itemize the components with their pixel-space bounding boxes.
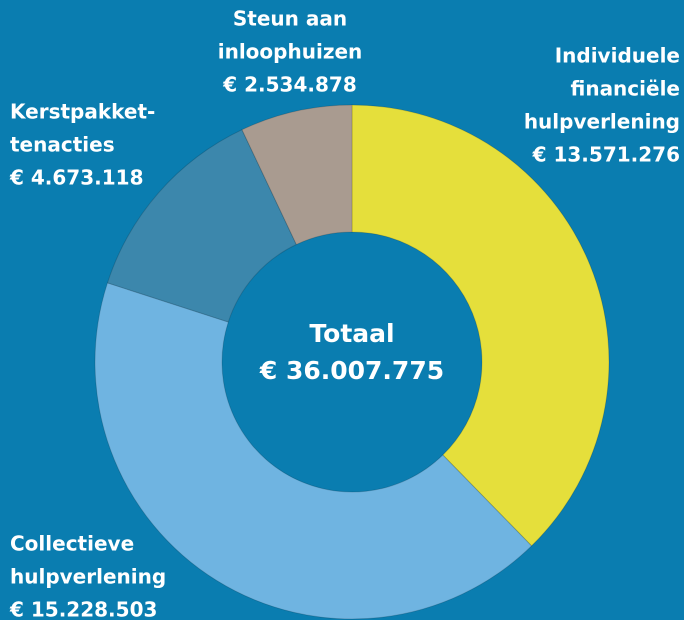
value-label: € 2.534.878	[222, 73, 357, 97]
slice-label: Steun aan	[233, 7, 347, 31]
center-value: € 36.007.775	[259, 356, 444, 385]
slice-label: tenacties	[10, 133, 115, 157]
slice-label: inloophuizen	[218, 40, 363, 64]
slice-label: Collectieve	[10, 532, 134, 556]
slice	[351, 104, 610, 547]
center-title: Totaal	[309, 319, 394, 348]
slice-label: financiële	[571, 77, 681, 101]
slice	[241, 104, 353, 246]
slice-label: hulpverlening	[10, 565, 166, 589]
slice	[106, 129, 298, 323]
slice	[94, 282, 533, 620]
slice-label: hulpverlening	[524, 110, 680, 134]
value-label: € 15.228.503	[9, 598, 157, 620]
slice-label: Kerstpakket-	[10, 100, 155, 124]
slice-label: Individuele	[555, 44, 680, 68]
slices	[94, 104, 610, 620]
value-label: € 13.571.276	[532, 143, 680, 167]
value-label: € 4.673.118	[9, 166, 144, 190]
